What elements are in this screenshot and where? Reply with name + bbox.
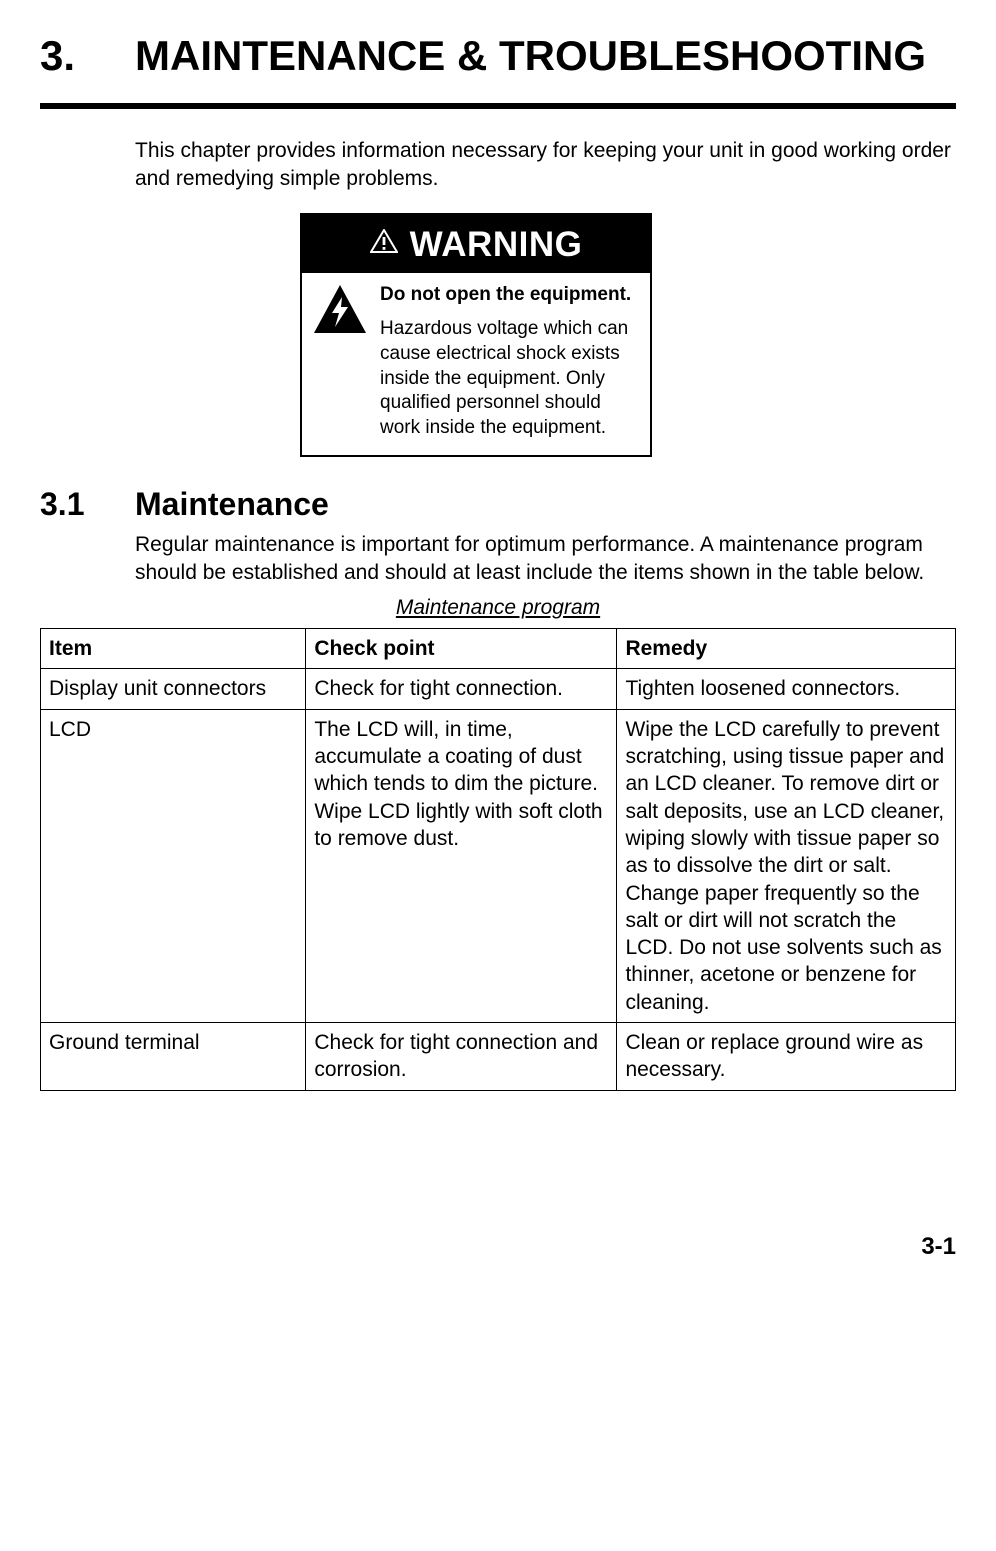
table-header-checkpoint: Check point [306,629,617,669]
page-number: 3-1 [40,1231,956,1263]
table-cell: Check for tight connection. [306,669,617,709]
warning-body: Do not open the equipment. Hazardous vol… [302,273,650,455]
table-row: LCD The LCD will, in time, accumulate a … [41,709,956,1022]
table-cell: Wipe the LCD carefully to prevent scratc… [617,709,956,1022]
warning-strong-text: Do not open the equipment. [380,283,640,308]
maintenance-table: Item Check point Remedy Display unit con… [40,628,956,1090]
table-cell: The LCD will, in time, accumulate a coat… [306,709,617,1022]
section-paragraph: Regular maintenance is important for opt… [135,531,956,588]
shock-hazard-icon [312,283,372,441]
chapter-title: 3.MAINTENANCE & TROUBLESHOOTING [40,28,956,85]
warning-body-text: Hazardous voltage which can cause electr… [380,318,628,438]
table-row: Ground terminal Check for tight connecti… [41,1023,956,1091]
warning-box: WARNING Do not open the equipment. Hazar… [300,213,652,456]
section-number: 3.1 [40,485,135,523]
table-cell: Ground terminal [41,1023,306,1091]
alert-triangle-icon [370,229,398,261]
warning-header: WARNING [302,215,650,272]
title-rule [40,103,956,109]
table-cell: Display unit connectors [41,669,306,709]
chapter-number: 3. [40,28,135,85]
table-caption: Maintenance program [40,594,956,622]
section-title: Maintenance [135,486,329,522]
table-header-remedy: Remedy [617,629,956,669]
table-header-item: Item [41,629,306,669]
warning-text: Do not open the equipment. Hazardous vol… [380,283,640,441]
table-cell: Clean or replace ground wire as necessar… [617,1023,956,1091]
section-heading: 3.1Maintenance [40,485,956,523]
table-header-row: Item Check point Remedy [41,629,956,669]
warning-label: WARNING [410,221,583,268]
table-cell: Check for tight connection and corrosion… [306,1023,617,1091]
table-cell: LCD [41,709,306,1022]
table-row: Display unit connectors Check for tight … [41,669,956,709]
chapter-title-text: MAINTENANCE & TROUBLESHOOTING [135,28,926,85]
table-cell: Tighten loosened connectors. [617,669,956,709]
intro-paragraph: This chapter provides information necess… [135,137,956,194]
